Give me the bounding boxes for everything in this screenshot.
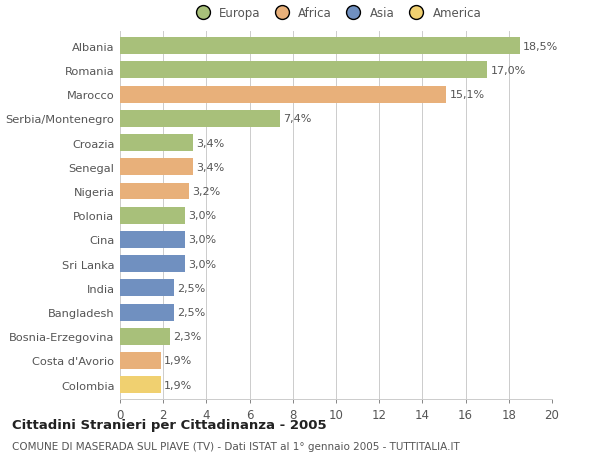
Text: 2,5%: 2,5% <box>177 283 205 293</box>
Text: Cittadini Stranieri per Cittadinanza - 2005: Cittadini Stranieri per Cittadinanza - 2… <box>12 418 326 431</box>
Text: 2,3%: 2,3% <box>173 331 201 341</box>
Bar <box>120 207 185 224</box>
Bar <box>120 280 174 297</box>
Bar <box>120 352 161 369</box>
Bar <box>120 38 520 55</box>
Text: 18,5%: 18,5% <box>523 42 558 51</box>
Text: 3,0%: 3,0% <box>188 235 216 245</box>
Bar <box>120 111 280 128</box>
Bar <box>120 135 193 152</box>
Text: 7,4%: 7,4% <box>283 114 311 124</box>
Bar <box>120 328 170 345</box>
Bar <box>120 256 185 273</box>
Text: 15,1%: 15,1% <box>449 90 485 100</box>
Text: 3,0%: 3,0% <box>188 259 216 269</box>
Bar <box>120 62 487 79</box>
Bar <box>120 86 446 103</box>
Legend: Europa, Africa, Asia, America: Europa, Africa, Asia, America <box>188 5 484 22</box>
Text: 1,9%: 1,9% <box>164 356 193 366</box>
Text: COMUNE DI MASERADA SUL PIAVE (TV) - Dati ISTAT al 1° gennaio 2005 - TUTTITALIA.I: COMUNE DI MASERADA SUL PIAVE (TV) - Dati… <box>12 441 460 451</box>
Text: 3,4%: 3,4% <box>197 138 225 148</box>
Bar <box>120 304 174 321</box>
Bar <box>120 376 161 393</box>
Text: 2,5%: 2,5% <box>177 308 205 317</box>
Text: 3,0%: 3,0% <box>188 211 216 221</box>
Bar <box>120 231 185 248</box>
Text: 3,4%: 3,4% <box>197 162 225 173</box>
Bar <box>120 159 193 176</box>
Bar <box>120 183 189 200</box>
Text: 17,0%: 17,0% <box>490 66 526 76</box>
Text: 1,9%: 1,9% <box>164 380 193 390</box>
Text: 3,2%: 3,2% <box>193 186 221 196</box>
